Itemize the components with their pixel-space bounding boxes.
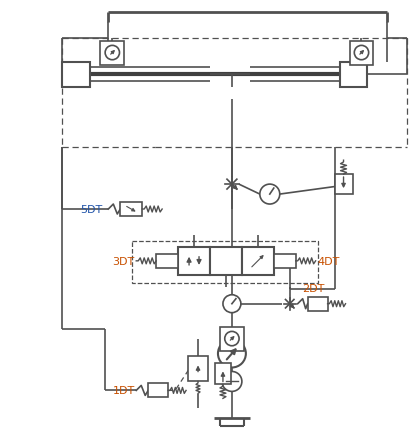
Text: 3DT: 3DT (112, 256, 134, 266)
Bar (308, 297, 328, 311)
Text: 1DT: 1DT (113, 386, 135, 396)
Bar (339, 62, 368, 88)
Bar (242, 247, 274, 275)
Circle shape (225, 332, 239, 346)
Text: 5DT: 5DT (81, 205, 103, 215)
Bar (215, 362, 231, 384)
Bar (349, 41, 373, 65)
Bar (188, 356, 208, 381)
Circle shape (218, 340, 246, 368)
Bar (178, 247, 210, 275)
Circle shape (223, 295, 241, 313)
Circle shape (260, 184, 280, 205)
Bar (62, 62, 90, 88)
Bar (100, 41, 124, 65)
Bar (220, 327, 244, 351)
Bar (335, 175, 353, 195)
Bar (132, 241, 318, 283)
Bar (120, 203, 142, 216)
Circle shape (354, 46, 369, 61)
Text: 4DT: 4DT (318, 256, 340, 266)
Bar (148, 384, 168, 397)
Bar (156, 254, 178, 268)
Text: 2DT: 2DT (301, 283, 324, 293)
Bar (274, 254, 296, 268)
Circle shape (105, 46, 119, 61)
Bar (210, 247, 242, 275)
Circle shape (222, 372, 242, 391)
